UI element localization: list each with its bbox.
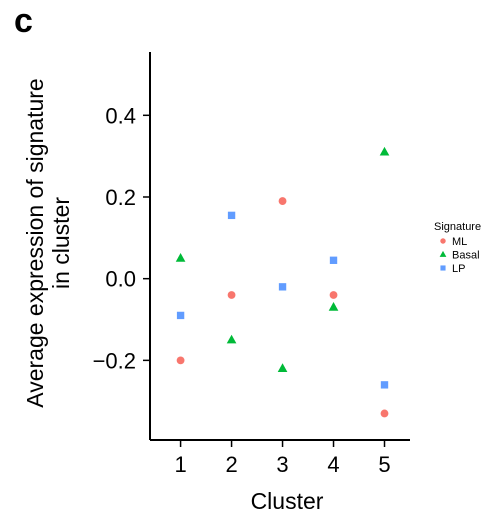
point-lp-cluster-1 [176,311,185,320]
y-tick-label: −0.2 [93,348,136,373]
point-lp-cluster-2 [227,211,236,220]
x-tick-label: 1 [174,452,186,477]
point-basal-cluster-5 [379,146,390,156]
legend-label-ml: ML [452,236,467,248]
point-ml-cluster-5 [380,409,389,418]
y-tick-label: 0.0 [105,267,136,292]
point-basal-cluster-3 [277,363,288,373]
data-points [175,146,390,418]
x-tick-label: 5 [378,452,390,477]
x-tick-label: 2 [225,452,237,477]
point-ml-cluster-4 [329,291,338,299]
panel-label: c [14,2,33,40]
legend-title: Signature [434,221,481,233]
legend-label-lp: LP [452,263,465,275]
point-lp-cluster-3 [278,283,287,291]
y-tick-label: 0.2 [105,185,136,210]
y-axis-title: Average expression of signature in clust… [22,78,74,407]
y-tick-label: 0.4 [105,103,136,128]
point-basal-cluster-1 [175,253,186,262]
x-tick-label: 4 [327,452,339,477]
legend-key-lp [440,265,446,271]
y-axis-title-line-2: in cluster [48,197,74,289]
point-ml-cluster-1 [176,356,185,365]
legend-key-basal [439,250,447,257]
point-basal-cluster-4 [328,302,339,311]
x-tick-label: 3 [276,452,288,477]
y-axis-title-line-1: Average expression of signature [22,78,48,407]
legend-key-ml [440,238,446,244]
axes: 0.4 0.2 0.0 −0.2 1 2 3 4 5 [93,52,410,477]
point-ml-cluster-2 [227,291,236,299]
point-ml-cluster-3 [278,197,287,205]
legend-label-basal: Basal [452,250,480,262]
point-lp-cluster-4 [329,256,338,264]
x-axis-title: Cluster [251,488,324,514]
point-lp-cluster-5 [380,381,389,389]
point-basal-cluster-2 [226,334,237,344]
